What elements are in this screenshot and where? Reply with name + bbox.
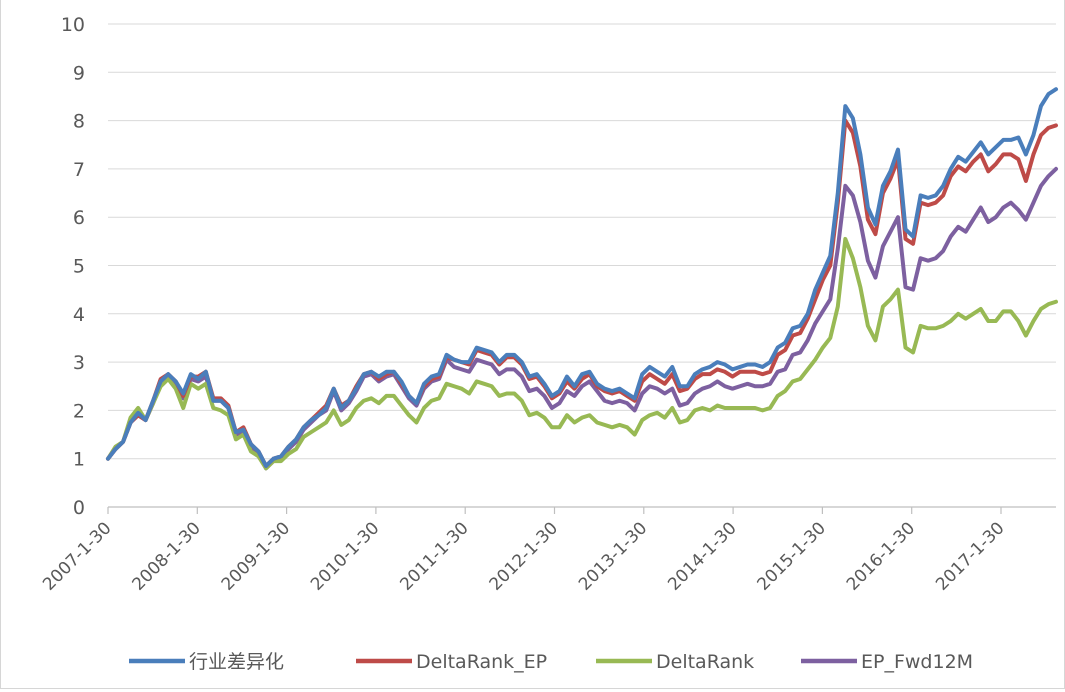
y-tick-label: 5	[73, 256, 85, 278]
x-tick-label: 2017-1-30	[932, 518, 1008, 594]
y-tick-label: 10	[61, 14, 85, 36]
x-tick-label: 2015-1-30	[754, 518, 830, 594]
x-tick-label: 2016-1-30	[843, 518, 919, 594]
series-line-1	[106, 118, 1058, 468]
y-tick-label: 6	[73, 207, 85, 229]
legend-label-2: DeltaRank	[656, 651, 754, 673]
y-axis-tick-labels: 0 1 2 3 4 5 6 7 8 9 10	[61, 14, 85, 519]
series-lines	[106, 87, 1058, 471]
legend-label-0: 行业差异化	[189, 651, 284, 673]
x-tick-label: 2009-1-30	[218, 518, 294, 594]
series-line-2	[106, 236, 1058, 471]
series-line-0	[106, 87, 1058, 468]
y-tick-label: 2	[73, 400, 85, 422]
y-tick-label: 4	[73, 304, 85, 326]
legend-label-1: DeltaRank_EP	[416, 651, 547, 673]
y-tick-label: 3	[73, 352, 85, 374]
y-tick-label: 9	[73, 62, 85, 84]
y-tick-label: 1	[73, 449, 85, 471]
y-tick-label: 0	[73, 497, 85, 519]
y-tick-label: 7	[73, 159, 85, 181]
x-tick-label: 2012-1-30	[486, 518, 562, 594]
legend-label-3: EP_Fwd12M	[861, 651, 973, 673]
gridlines	[108, 23, 1056, 460]
x-axis: 2007-1-30 2008-1-30 2009-1-30 2010-1-30 2011…	[39, 506, 1056, 595]
legend: 行业差异化 DeltaRank_EP DeltaRank EP_Fwd12M	[129, 651, 973, 673]
y-tick-label: 8	[73, 111, 85, 133]
x-tick-label: 2007-1-30	[39, 518, 115, 594]
x-tick-label: 2010-1-30	[307, 518, 383, 594]
x-tick-label: 2011-1-30	[396, 518, 472, 594]
x-tick-label: 2008-1-30	[128, 518, 204, 594]
x-tick-label: 2014-1-30	[664, 518, 740, 594]
series-line-3	[106, 166, 1058, 471]
x-tick-label: 2013-1-30	[575, 518, 651, 594]
